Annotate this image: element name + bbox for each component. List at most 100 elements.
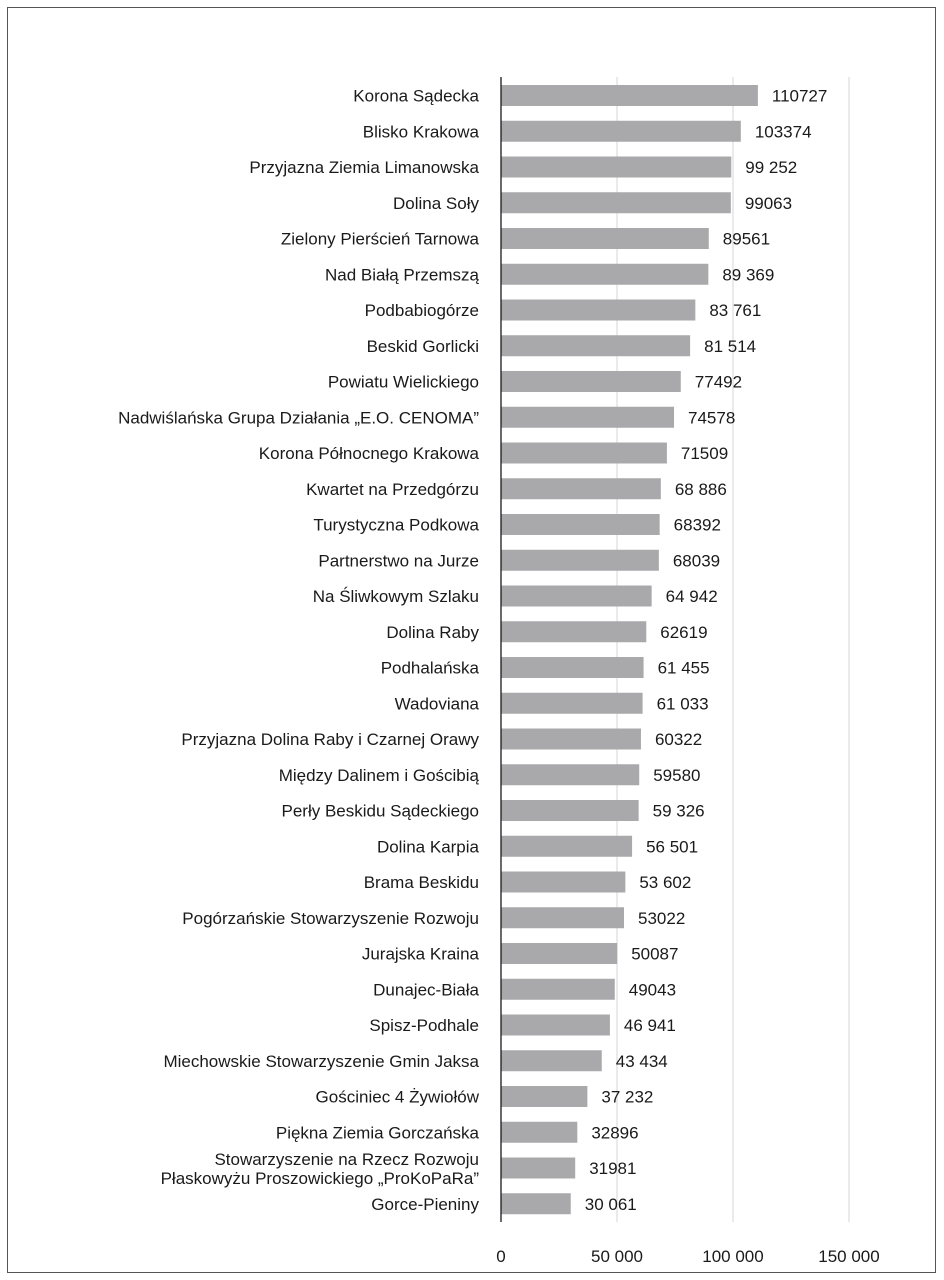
- bar: [501, 621, 647, 643]
- data-label: 43 434: [616, 1052, 668, 1071]
- data-label: 59 326: [653, 802, 705, 821]
- data-label: 81 514: [704, 337, 756, 356]
- data-label: 61 033: [657, 694, 709, 713]
- bar: [501, 728, 641, 750]
- bar: [501, 549, 659, 571]
- chart-frame: [7, 7, 936, 1273]
- category-label: Dolina Soły: [393, 194, 479, 213]
- category-label: Podhalańska: [381, 659, 480, 678]
- data-label: 62619: [660, 623, 707, 642]
- category-label: Przyjazna Ziemia Limanowska: [249, 158, 479, 177]
- bar: [501, 585, 652, 607]
- bar: [501, 263, 709, 285]
- data-label: 53 602: [639, 873, 691, 892]
- bar: [501, 871, 626, 893]
- bar: [501, 1193, 571, 1215]
- category-label: Wadoviana: [395, 694, 480, 713]
- category-label: Przyjazna Dolina Raby i Czarnej Orawy: [181, 730, 479, 749]
- data-label: 59580: [653, 766, 700, 785]
- data-label: 49043: [629, 980, 676, 999]
- category-label: Podbabiogórze: [365, 301, 479, 320]
- data-label: 50087: [631, 945, 678, 964]
- data-label: 68 886: [675, 480, 727, 499]
- data-label: 37 232: [601, 1088, 653, 1107]
- category-label: Dolina Karpia: [377, 837, 480, 856]
- data-label: 99 252: [745, 158, 797, 177]
- category-label: Partnerstwo na Jurze: [318, 551, 479, 570]
- data-label: 61 455: [658, 659, 710, 678]
- labels: 0 50 000 100 000 150 000 110727 Korona Sądeck…: [118, 87, 880, 1267]
- category-label: Pogórzańskie Stowarzyszenie Rozwoju: [182, 909, 479, 928]
- data-label: 56 501: [646, 837, 698, 856]
- data-label: 46 941: [624, 1016, 676, 1035]
- category-label: Nadwiślańska Grupa Działania „E.O. CENOM…: [118, 408, 479, 427]
- data-label: 89561: [723, 230, 770, 249]
- x-tick-label: 0: [496, 1247, 505, 1266]
- x-tick-label: 150 000: [818, 1247, 879, 1266]
- data-label: 60322: [655, 730, 702, 749]
- category-label: Perły Beskidu Sądeckiego: [281, 802, 479, 821]
- bar: [501, 371, 681, 392]
- category-label: Piękna Ziemia Gorczańska: [276, 1123, 480, 1142]
- data-label: 71509: [681, 444, 728, 463]
- data-label: 68039: [673, 551, 720, 570]
- category-label: Miechowskie Stowarzyszenie Gmin Jaksa: [163, 1052, 479, 1071]
- data-label: 74578: [688, 408, 735, 427]
- bar: [501, 228, 709, 249]
- x-tick-label: 100 000: [702, 1247, 763, 1266]
- category-label: Dolina Raby: [386, 623, 479, 642]
- data-label: 64 942: [666, 587, 718, 606]
- category-label: Kwartet na Przedgórzu: [306, 480, 479, 499]
- bar: [501, 800, 639, 821]
- bar: [501, 514, 660, 535]
- data-label: 32896: [591, 1123, 638, 1142]
- bar: [501, 299, 696, 321]
- bar: [501, 943, 618, 964]
- bar: [501, 1086, 588, 1107]
- data-label: 99063: [745, 194, 792, 213]
- bar: [501, 907, 625, 929]
- bar: [501, 835, 633, 857]
- category-label: Na Śliwkowym Szlaku: [313, 587, 479, 606]
- bar: [501, 692, 643, 714]
- category-label: Brama Beskidu: [364, 873, 479, 892]
- bar: [501, 192, 731, 214]
- bars: [501, 85, 758, 1215]
- bar: [501, 764, 640, 786]
- data-label: 103374: [755, 122, 812, 141]
- category-label: Dunajec-Biała: [373, 980, 479, 999]
- bar: [501, 335, 691, 357]
- category-label: Korona Sądecka: [353, 87, 479, 106]
- category-label-line: Stowarzyszenie na Rzecz Rozwoju: [214, 1150, 479, 1169]
- category-label: Powiatu Wielickiego: [328, 373, 479, 392]
- data-label: 110727: [772, 87, 827, 106]
- data-label: 68392: [674, 516, 721, 535]
- category-label-line: Płaskowyżu Proszowickiego „ProKoPaRa”: [161, 1169, 480, 1188]
- data-label: 83 761: [709, 301, 761, 320]
- bar: [501, 442, 667, 464]
- category-label: Korona Północnego Krakowa: [259, 444, 480, 463]
- category-label: Blisko Krakowa: [363, 122, 480, 141]
- category-label: Nad Białą Przemszą: [325, 265, 480, 284]
- bar: [501, 657, 644, 678]
- bar: [501, 156, 732, 178]
- bar: [501, 85, 758, 106]
- bar: [501, 1157, 576, 1179]
- category-label: Gościniec 4 Żywiołów: [316, 1088, 480, 1107]
- data-label: 30 061: [585, 1195, 637, 1214]
- bar: [501, 1121, 578, 1143]
- category-label: Jurajska Kraina: [362, 945, 480, 964]
- bar: [501, 478, 661, 500]
- category-label: Spisz-Podhale: [369, 1016, 479, 1035]
- bar: [501, 1014, 610, 1036]
- bar: [501, 1050, 602, 1072]
- bar: [501, 120, 741, 142]
- data-label: 77492: [695, 373, 742, 392]
- category-label: Między Dalinem i Gościbią: [279, 766, 480, 785]
- category-label: Gorce-Pieniny: [371, 1195, 479, 1214]
- x-tick-label: 50 000: [591, 1247, 643, 1266]
- category-label: Stowarzyszenie na Rzecz Rozwoju Płaskowyż…: [161, 1150, 480, 1188]
- bar: [501, 978, 615, 1000]
- data-label: 31981: [589, 1159, 636, 1178]
